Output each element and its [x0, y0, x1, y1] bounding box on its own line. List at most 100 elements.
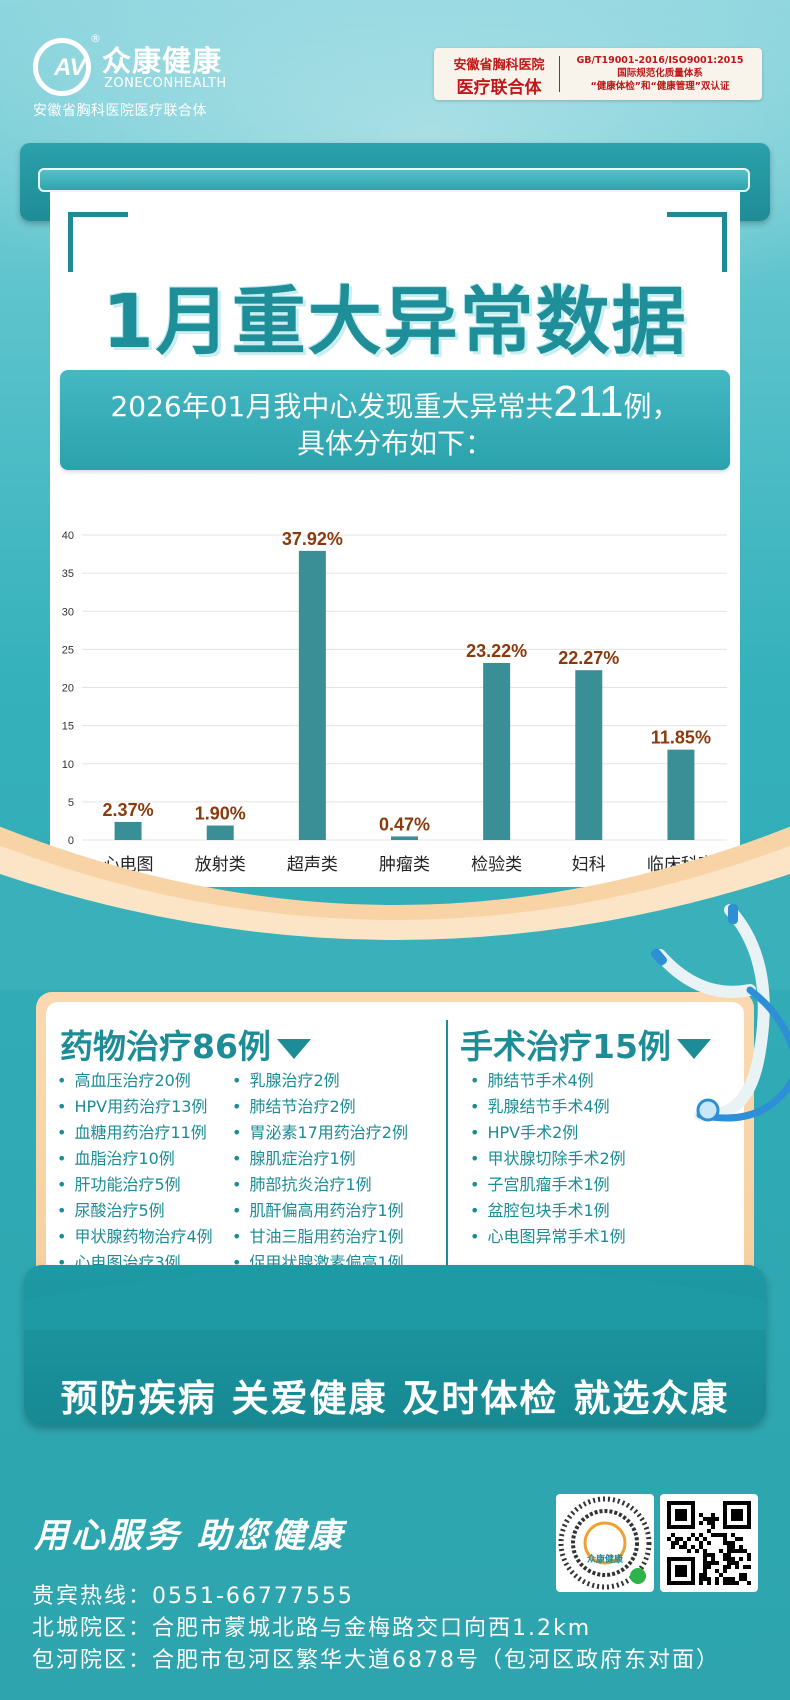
- y-tick-label: 35: [62, 568, 74, 580]
- qr-module: [695, 1537, 699, 1541]
- qr-module: [731, 1541, 735, 1545]
- qr-module: [731, 1561, 735, 1565]
- qr-module: [679, 1537, 683, 1541]
- qr-module: [715, 1569, 719, 1573]
- qr-module: [683, 1545, 687, 1549]
- qr-module: [731, 1557, 735, 1561]
- qr-module: [743, 1577, 747, 1581]
- qr-module: [675, 1541, 679, 1545]
- qr-module: [703, 1573, 707, 1577]
- qr-module: [699, 1581, 703, 1585]
- cert-standard-code: GB/T19001-2016/ISO9001:2015: [576, 55, 744, 66]
- summary-line2: 具体分布如下：: [296, 427, 493, 460]
- surgery-list-item: 心电图异常手术1例: [470, 1224, 625, 1250]
- qr-module: [667, 1537, 671, 1541]
- drug-list-item: 血脂治疗10例: [57, 1146, 213, 1172]
- surgery-list-item: 肺结节手术4例: [470, 1068, 626, 1094]
- logo-mark: AV: [54, 54, 86, 81]
- qr-module: [707, 1553, 711, 1557]
- registered-mark: ®: [90, 32, 101, 45]
- qr-module: [739, 1545, 743, 1549]
- qr-module: [711, 1557, 715, 1561]
- y-tick-label: 20: [62, 683, 74, 695]
- triangle-down-icon: [276, 1038, 311, 1059]
- bar: [298, 550, 326, 840]
- drug-list-item: 乳腺治疗2例: [232, 1068, 420, 1094]
- corner-bracket-right: [667, 212, 727, 272]
- summary-count: 211: [553, 377, 624, 426]
- qr-module: [731, 1581, 735, 1585]
- data-label: 2.37%: [103, 800, 154, 820]
- qr-module: [715, 1533, 719, 1537]
- qr-module: [739, 1549, 743, 1553]
- qr-module: [707, 1521, 711, 1525]
- qr-module: [731, 1549, 735, 1553]
- banner-curve: [24, 1265, 766, 1330]
- bar: [391, 836, 418, 840]
- y-tick-label: 15: [62, 721, 74, 733]
- data-label: 1.90%: [195, 804, 246, 824]
- drug-list-item: 高血压治疗20例: [57, 1068, 213, 1094]
- x-tick-label: 放射类: [195, 855, 246, 875]
- qr-module: [699, 1521, 703, 1525]
- alliance-text: 安徽省胸科医院医疗联合体: [33, 103, 207, 119]
- qr-module: [703, 1517, 707, 1521]
- qr-module: [731, 1577, 735, 1581]
- qr-module: [747, 1557, 751, 1561]
- north-campus-address: 北城院区：合肥市蒙城北路与金梅路交口向西1.2km: [32, 1616, 592, 1641]
- page-title: 1月重大异常数据: [102, 279, 688, 365]
- qr-module: [747, 1581, 751, 1585]
- qr-module: [711, 1561, 715, 1565]
- qr-module: [715, 1517, 719, 1521]
- data-label: 22.27%: [558, 648, 619, 668]
- qr-module: [731, 1533, 735, 1537]
- hotline: 贵宾热线：0551-66777555: [32, 1584, 354, 1609]
- slogan: 预防疾病 关爱健康 及时体检 就选众康: [60, 1377, 730, 1420]
- drug-list-item: HPV用药治疗13例: [57, 1094, 213, 1120]
- bar: [575, 670, 603, 840]
- qr-module: [739, 1573, 743, 1577]
- surgery-heading: 手术治疗15例: [460, 1020, 711, 1068]
- qr-module: [735, 1549, 739, 1553]
- drug-list-item: 腺肌症治疗1例: [232, 1146, 420, 1172]
- y-tick-label: 40: [62, 530, 74, 542]
- qr-module: [703, 1537, 707, 1541]
- qr-module: [727, 1553, 731, 1557]
- qr-finder: [675, 1565, 687, 1577]
- qr-module: [707, 1517, 711, 1521]
- drug-list-item: 肺结节治疗2例: [232, 1094, 420, 1120]
- qr-module: [727, 1565, 731, 1569]
- qr-module: [703, 1577, 707, 1581]
- drug-list-item: 肌酐偏高用药治疗1例: [232, 1198, 420, 1224]
- x-tick-label: 妇科: [572, 855, 606, 875]
- qr-module: [699, 1577, 703, 1581]
- qr-module: [703, 1569, 707, 1573]
- data-label: 11.85%: [651, 728, 711, 748]
- surgery-list-item: HPV手术2例: [470, 1120, 626, 1146]
- cert-hospital-line2: 医疗联合体: [456, 78, 542, 98]
- qr-finder: [731, 1509, 743, 1521]
- drug-list-item: 尿酸治疗5例: [57, 1198, 213, 1224]
- drug-list-item: 甲状腺药物治疗4例: [57, 1224, 212, 1250]
- bar: [483, 662, 511, 840]
- qr-module: [735, 1581, 739, 1585]
- qr-module: [719, 1573, 723, 1577]
- qr-code[interactable]: [660, 1494, 758, 1592]
- qr-module: [735, 1561, 739, 1565]
- qr-module: [711, 1553, 715, 1557]
- qr-module: [731, 1545, 735, 1549]
- panel-divider: [446, 1020, 448, 1332]
- qr-module: [707, 1577, 711, 1581]
- cert-hospital-line1: 安徽省胸科医院: [453, 58, 545, 73]
- qr-module: [711, 1525, 715, 1529]
- qr-module: [699, 1533, 703, 1537]
- qr-module: [739, 1537, 743, 1541]
- stethoscope-icon: [651, 904, 790, 1122]
- qr-module: [723, 1577, 727, 1581]
- mini-program-code[interactable]: 众康健康: [556, 1494, 654, 1592]
- qr-module: [687, 1537, 691, 1541]
- qr-label: 众康健康: [586, 1555, 623, 1565]
- qr-module: [739, 1557, 743, 1561]
- y-tick-label: 5: [68, 797, 74, 809]
